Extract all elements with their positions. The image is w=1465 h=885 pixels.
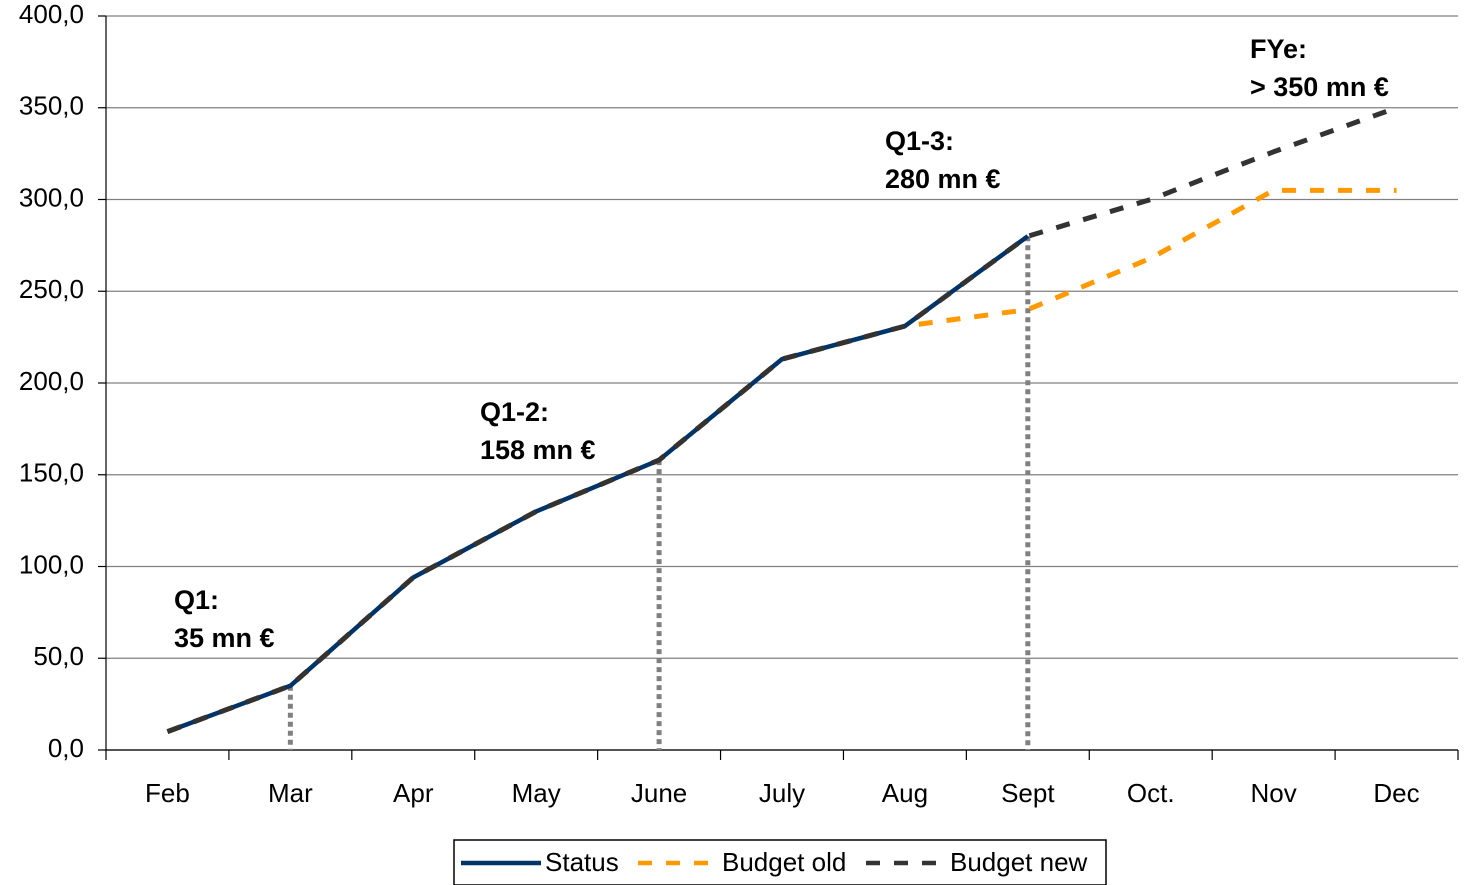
legend-label: Status bbox=[545, 847, 619, 877]
annotation: Q1-2: bbox=[480, 397, 549, 427]
y-tick-label: 250,0 bbox=[19, 274, 84, 304]
x-tick-label: May bbox=[512, 778, 561, 808]
annotation: 158 mn € bbox=[480, 435, 596, 465]
y-tick-label: 300,0 bbox=[19, 182, 84, 212]
annotation: 35 mn € bbox=[174, 623, 275, 653]
legend-box bbox=[453, 839, 1107, 885]
x-tick-label: Aug bbox=[882, 778, 928, 808]
annotation: > 350 mn € bbox=[1250, 72, 1389, 102]
annotation: FYe: bbox=[1250, 34, 1307, 64]
series-line bbox=[166, 234, 1030, 734]
y-tick-label: 400,0 bbox=[19, 0, 84, 29]
y-tick-label: 350,0 bbox=[19, 91, 84, 121]
y-tick-label: 200,0 bbox=[19, 366, 84, 396]
legend-label: Budget new bbox=[950, 847, 1088, 877]
x-tick-label: Apr bbox=[393, 778, 434, 808]
y-tick-label: 50,0 bbox=[33, 641, 84, 671]
y-tick-label: 100,0 bbox=[19, 549, 84, 579]
y-tick-label: 0,0 bbox=[48, 733, 84, 763]
x-tick-label: Dec bbox=[1373, 778, 1419, 808]
x-tick-label: Mar bbox=[268, 778, 313, 808]
x-tick-label: Sept bbox=[1001, 778, 1055, 808]
annotation: 280 mn € bbox=[885, 164, 1001, 194]
x-tick-label: Feb bbox=[145, 778, 190, 808]
series-line bbox=[166, 105, 1398, 734]
y-tick-label: 150,0 bbox=[19, 458, 84, 488]
legend-label: Budget old bbox=[722, 847, 846, 877]
x-tick-label: Oct. bbox=[1127, 778, 1175, 808]
series-line bbox=[166, 187, 1397, 734]
x-tick-label: July bbox=[759, 778, 805, 808]
annotation: Q1: bbox=[174, 585, 219, 615]
annotation: Q1-3: bbox=[885, 126, 954, 156]
x-tick-label: June bbox=[631, 778, 687, 808]
x-tick-label: Nov bbox=[1251, 778, 1297, 808]
